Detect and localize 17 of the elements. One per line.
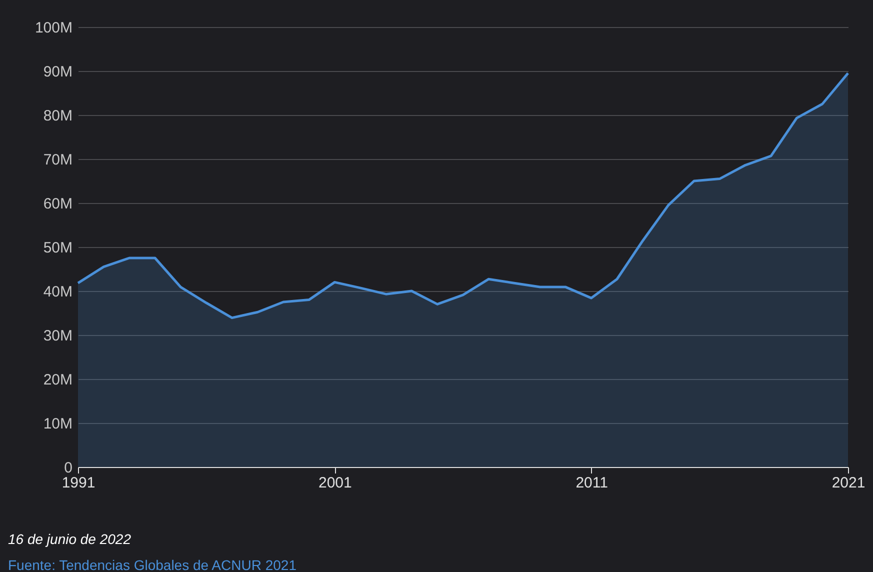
x-tick-label: 2011 — [576, 474, 608, 492]
y-tick-label: 70M — [43, 152, 72, 168]
x-tick-label: 1991 — [62, 474, 96, 492]
x-tick-label: 2021 — [832, 474, 866, 492]
source-note: Fuente: Tendencias Globales de ACNUR 2021 — [8, 557, 297, 572]
y-tick-label: 90M — [43, 64, 72, 80]
x-tick-label: 2001 — [318, 474, 352, 492]
y-tick-label: 60M — [43, 196, 72, 212]
y-tick-label: 30M — [43, 328, 72, 344]
y-tick-label: 80M — [43, 108, 72, 124]
y-tick-label: 0 — [64, 460, 72, 476]
y-tick-label: 10M — [43, 416, 72, 432]
y-tick-label: 20M — [43, 372, 72, 388]
y-tick-label: 50M — [43, 240, 72, 256]
y-tick-label: 40M — [43, 284, 72, 300]
text: 16 de junio de 2022 — [8, 531, 132, 547]
y-tick-label: 100M — [34, 20, 72, 36]
